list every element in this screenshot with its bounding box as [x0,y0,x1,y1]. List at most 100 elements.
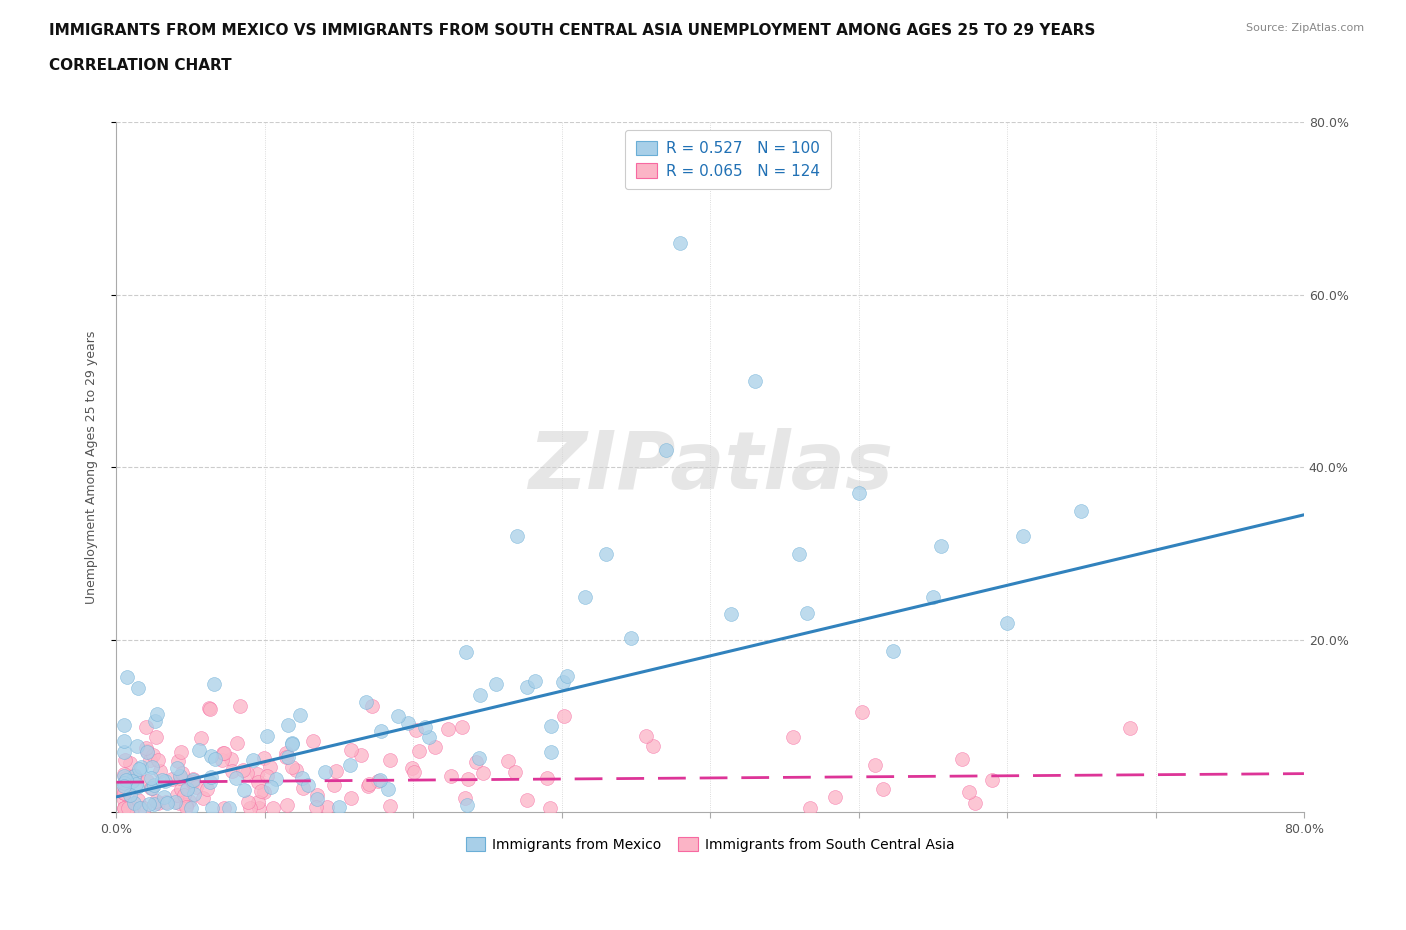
Point [315,800,337,815]
Point [340,790,363,805]
Point [232,763,254,777]
Text: ZIPatlas: ZIPatlas [527,429,893,506]
Point [242,752,264,767]
Point [553,709,575,724]
Point [128,762,150,777]
Point [557,669,579,684]
Point [211,746,233,761]
Point [456,797,478,812]
Point [127,738,149,753]
Point [127,681,149,696]
Point [354,695,377,710]
Point [219,751,242,766]
Point [141,780,163,795]
Point [112,766,135,781]
Point [929,538,952,553]
Point [202,677,225,692]
Point [339,758,361,773]
Point [276,797,298,812]
Point [112,744,135,759]
Point [654,443,676,458]
Point [146,796,169,811]
Point [297,777,319,792]
Point [156,795,179,810]
Point [112,718,135,733]
Point [669,235,692,250]
Point [143,713,166,728]
Point [112,782,135,797]
Point [238,794,260,809]
Point [470,687,492,702]
Point [112,786,135,801]
Point [112,801,135,816]
Point [387,709,409,724]
Point [796,605,818,620]
Point [184,779,207,794]
Point [264,772,287,787]
Point [139,771,162,786]
Point [150,773,173,788]
Point [112,734,135,749]
Point [957,785,980,800]
Point [167,795,190,810]
Point [146,706,169,721]
Point [285,763,308,777]
Point [167,754,190,769]
Point [115,670,138,684]
Point [225,770,247,785]
Point [824,790,846,804]
Point [288,708,311,723]
Point [211,753,233,768]
Point [256,768,278,783]
Point [634,728,657,743]
Point [423,739,446,754]
Point [995,616,1018,631]
Point [166,788,188,803]
Point [136,774,159,789]
Point [165,794,187,809]
Point [125,777,148,791]
Point [851,705,873,720]
Point [170,781,193,796]
Point [201,801,224,816]
Point [174,798,197,813]
Point [574,590,596,604]
Point [367,774,389,789]
Point [361,698,384,713]
Point [170,745,193,760]
Point [280,760,302,775]
Point [291,771,314,786]
Point [787,546,810,561]
Point [259,760,281,775]
Point [782,729,804,744]
Point [233,783,256,798]
Point [418,729,440,744]
Point [503,764,526,779]
Point [122,801,145,816]
Point [471,765,494,780]
Point [307,792,329,807]
Point [112,801,135,816]
Point [115,773,138,788]
Point [485,677,508,692]
Point [112,776,135,790]
Point [200,769,222,784]
Point [183,787,205,802]
Point [863,758,886,773]
Point [1118,721,1140,736]
Point [112,785,135,800]
Point [128,800,150,815]
Point [145,794,167,809]
Point [415,720,437,735]
Point [177,793,200,808]
Point [239,801,262,816]
Point [145,729,167,744]
Point [620,631,643,645]
Point [187,742,209,757]
Point [451,720,474,735]
Point [496,754,519,769]
Point [516,792,538,807]
Y-axis label: Unemployment Among Ages 25 to 29 years: Unemployment Among Ages 25 to 29 years [86,331,98,604]
Point [277,750,299,764]
Point [136,745,159,760]
